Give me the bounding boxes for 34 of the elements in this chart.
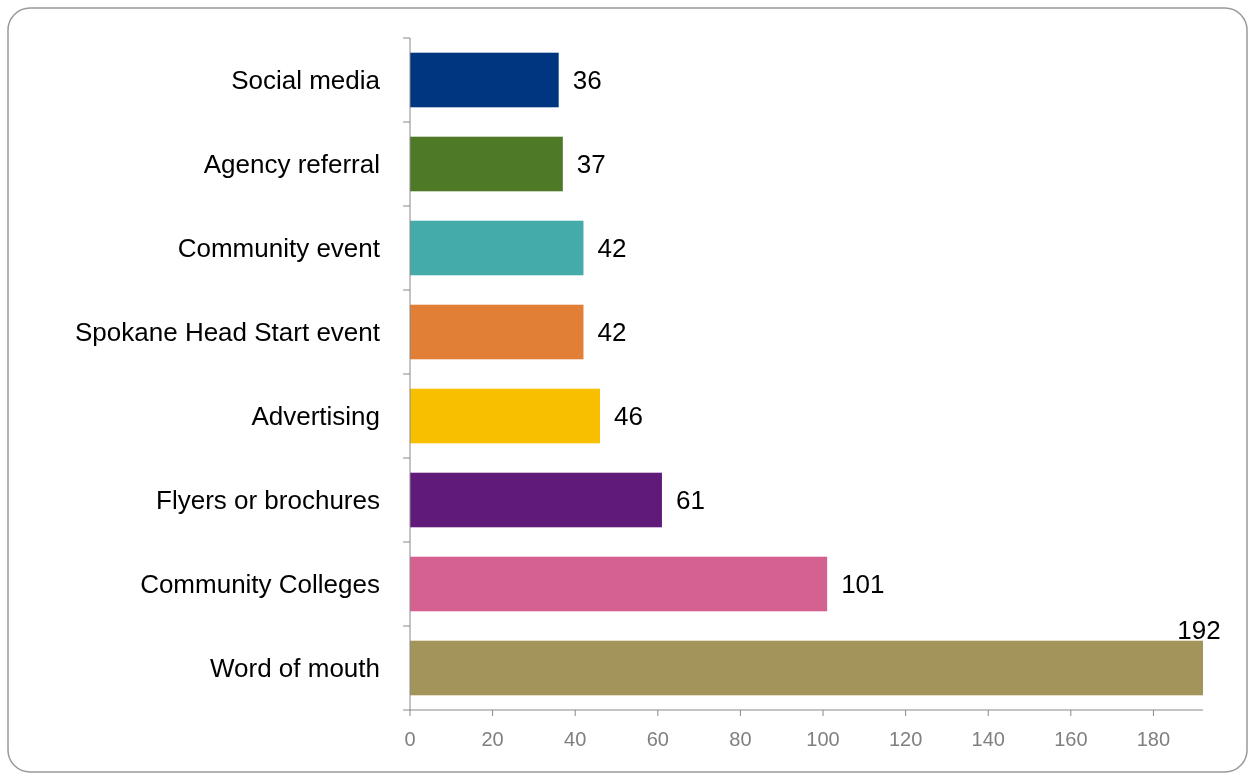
bar [410,136,563,192]
bar [410,220,584,276]
data-label: 61 [675,485,705,516]
data-label: 36 [572,65,602,96]
bar [410,304,584,360]
data-label: 42 [597,317,627,348]
bar [410,52,559,108]
x-tick-label: 40 [564,728,587,750]
bar [410,472,662,528]
y-tick-label: Advertising [251,401,380,432]
x-tick-label: 180 [1136,728,1171,750]
x-tick-label: 60 [646,728,669,750]
x-tick-label: 0 [404,728,416,750]
bar [410,640,1203,696]
y-tick-label: Word of mouth [209,653,380,684]
y-tick-label: Agency referral [203,149,380,180]
x-tick-label: 160 [1054,728,1088,750]
y-tick-label: Community Colleges [140,569,380,600]
x-tick-label: 120 [888,728,923,750]
data-label: 42 [597,233,627,264]
x-tick-label: 80 [729,728,752,750]
y-tick-label: Spokane Head Start event [75,317,381,348]
x-tick-label: 100 [806,728,840,750]
x-tick-label: 20 [481,728,504,750]
bar [410,556,828,612]
data-label: 192 [1177,614,1221,645]
data-label: 101 [841,569,885,600]
y-tick-label: Flyers or brochures [156,485,380,516]
data-label: 37 [576,149,606,180]
y-tick-label: Community event [177,233,381,264]
x-tick-label: 140 [971,728,1005,750]
bar [410,388,600,444]
y-tick-label: Social media [231,65,381,96]
data-label: 46 [613,401,643,432]
